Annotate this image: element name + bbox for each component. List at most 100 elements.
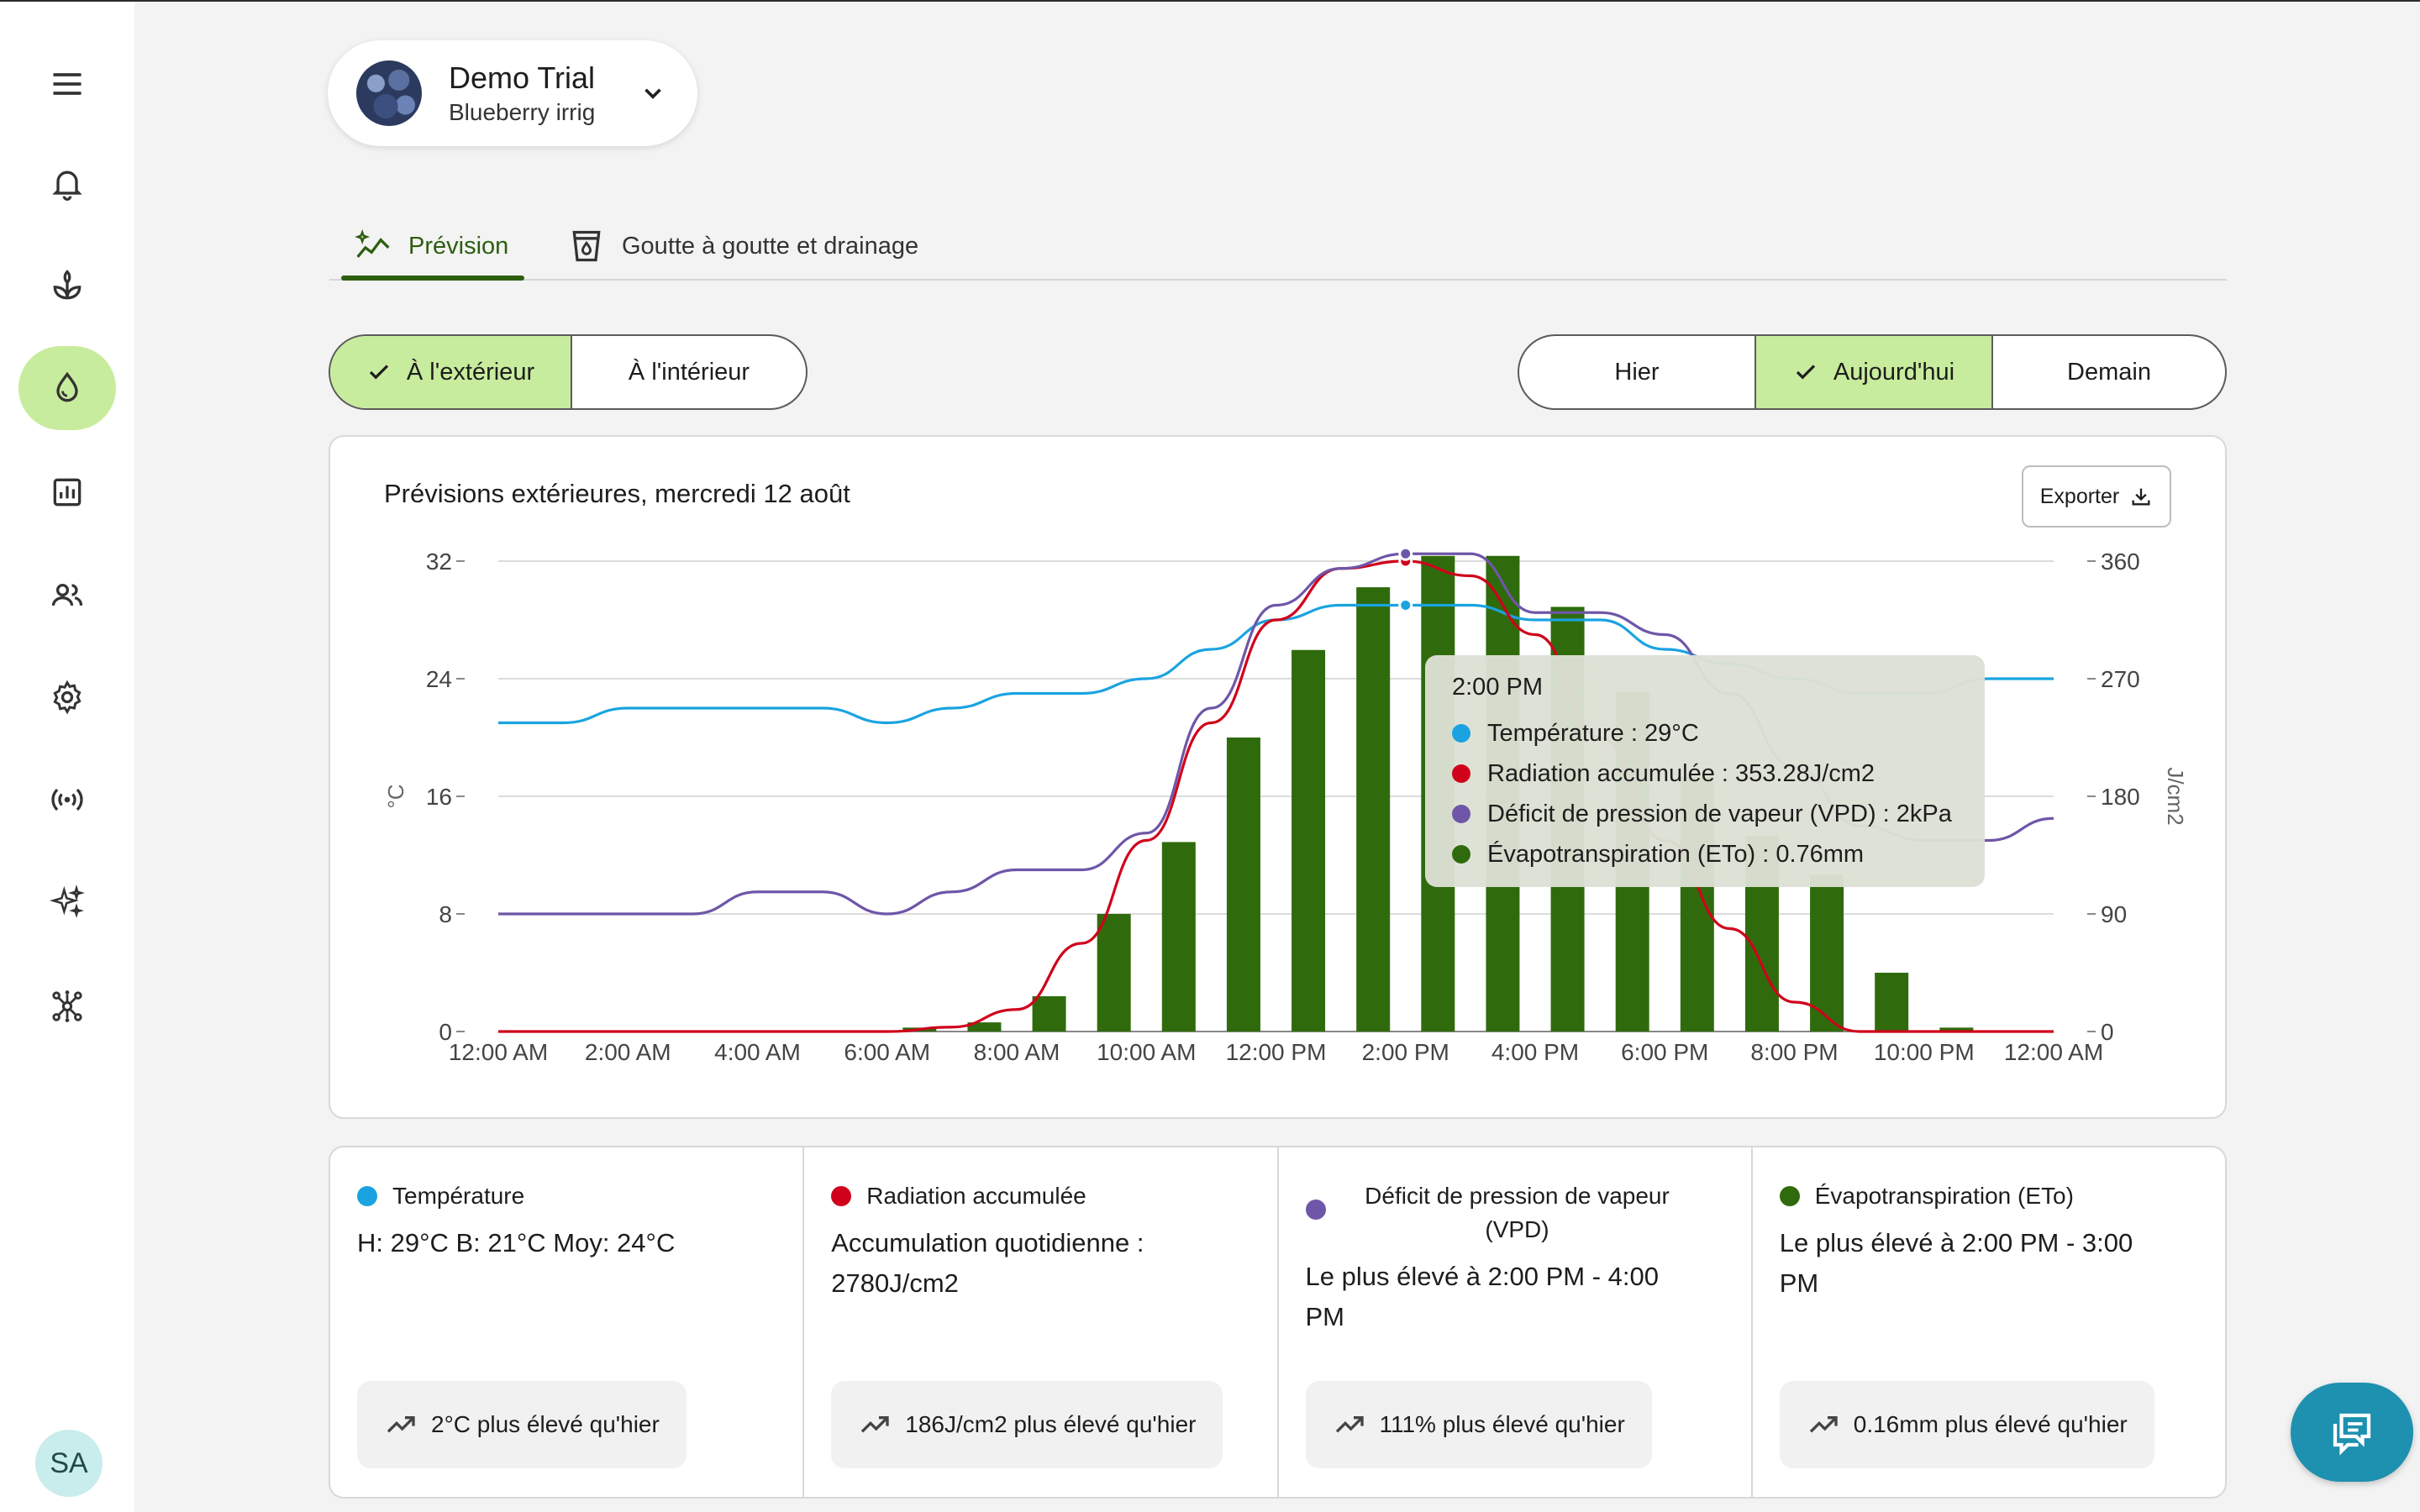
comparison-chip: 2°C plus élevé qu'hier xyxy=(357,1381,687,1468)
sidebar-item-irrigation[interactable] xyxy=(18,346,116,430)
comparison-chip: 0.16mm plus élevé qu'hier xyxy=(1779,1381,2154,1468)
right-tick-label: 0 xyxy=(2101,1019,2114,1045)
x-tick-label: 12:00 AM xyxy=(2004,1039,2103,1065)
today-label: Aujourd'hui xyxy=(1833,358,1955,386)
bell-icon xyxy=(52,171,82,201)
chart-sparkle-icon xyxy=(355,229,390,258)
tooltip-row-radiation: Radiation accumulée : 353.28J/cm2 xyxy=(1452,753,1958,794)
tooltip-eto: Évapotranspiration (ETo) : 0.76mm xyxy=(1487,840,1865,868)
sidebar-item-integrations[interactable] xyxy=(18,964,116,1048)
trending-up-icon xyxy=(387,1416,415,1433)
trending-up-icon xyxy=(1335,1416,1364,1433)
sidebar-item-reports[interactable] xyxy=(18,450,116,534)
right-axis-label: J/cm2 xyxy=(2163,767,2188,825)
tomorrow-button[interactable]: Demain xyxy=(1993,336,2225,408)
menu-button[interactable] xyxy=(18,42,116,126)
eto-bar xyxy=(1356,587,1391,1032)
sidebar-item-settings[interactable] xyxy=(18,655,116,739)
tooltip-temperature: Température : 29°C xyxy=(1487,719,1699,747)
eto-bar xyxy=(1032,996,1066,1032)
sidebar-item-sensors[interactable] xyxy=(18,758,116,842)
left-tick-label: 8 xyxy=(439,901,452,927)
comparison-chip: 111% plus élevé qu'hier xyxy=(1305,1381,1652,1468)
farm-selector[interactable]: Demo Trial Blueberry irrig xyxy=(328,40,697,146)
top-border xyxy=(0,0,2420,2)
hover-point xyxy=(1398,598,1413,612)
tab-drip-drainage[interactable]: Goutte à goutte et drainage xyxy=(568,212,918,281)
eto-bar xyxy=(1292,649,1326,1032)
signal-icon xyxy=(51,788,83,811)
outdoor-label: À l'extérieur xyxy=(406,358,535,386)
export-button[interactable]: Exporter xyxy=(2022,465,2171,528)
indoor-button[interactable]: À l'intérieur xyxy=(572,336,806,408)
avatar-initials: SA xyxy=(50,1446,88,1479)
eto-bar xyxy=(1875,973,1909,1032)
eto-bar xyxy=(1810,874,1844,1032)
summary-header: Évapotranspiration (ETo) xyxy=(1779,1179,2198,1213)
x-tick-label: 6:00 PM xyxy=(1621,1039,1708,1065)
sidebar-item-ai[interactable] xyxy=(18,860,116,944)
summary-title: Déficit de pression de vapeur (VPD) xyxy=(1365,1183,1670,1242)
eto-bar xyxy=(1939,1027,1974,1032)
comparison-chip: 186J/cm2 plus élevé qu'hier xyxy=(831,1381,1223,1468)
left-tick-label: 24 xyxy=(426,666,452,692)
tooltip-row-temperature: Température : 29°C xyxy=(1452,713,1958,753)
x-tick-label: 12:00 AM xyxy=(449,1039,548,1065)
forecast-chart[interactable]: 0 8 16 24 32 0 90 180 270 360 °C J/cm2 12:00 AM 2:00 … xyxy=(0,0,2420,1126)
x-tick-label: 2:00 AM xyxy=(585,1039,671,1065)
trending-up-icon xyxy=(1809,1416,1838,1433)
trending-up-icon xyxy=(861,1416,889,1433)
user-avatar[interactable]: SA xyxy=(35,1430,103,1497)
x-tick-label: 4:00 PM xyxy=(1491,1039,1579,1065)
left-tick-label: 32 xyxy=(426,549,452,575)
summary-header: Température xyxy=(357,1179,776,1213)
chevron-down-icon xyxy=(644,88,661,99)
cup-drop-icon xyxy=(572,230,601,262)
yesterday-label: Hier xyxy=(1614,358,1660,386)
right-tick-label: 180 xyxy=(2101,784,2140,810)
summary-body: H: 29°C B: 21°C Moy: 24°C xyxy=(357,1228,676,1257)
x-tick-label: 10:00 AM xyxy=(1097,1039,1196,1065)
left-tick-label: 16 xyxy=(426,784,452,810)
users-icon xyxy=(51,583,83,606)
left-axis-label: °C xyxy=(383,784,408,808)
hover-point xyxy=(1398,546,1413,561)
summary-temperature: Température H: 29°C B: 21°C Moy: 24°C 2°… xyxy=(330,1147,805,1497)
outdoor-button[interactable]: À l'extérieur xyxy=(330,336,572,408)
tab-drip-drainage-label: Goutte à goutte et drainage xyxy=(622,232,919,260)
tooltip-vpd: Déficit de pression de vapeur (VPD) : 2k… xyxy=(1487,800,1952,827)
download-icon xyxy=(2132,488,2150,506)
sidebar-item-notifications[interactable] xyxy=(18,141,116,225)
chat-button[interactable] xyxy=(2291,1383,2413,1482)
right-tick-label: 270 xyxy=(2101,666,2140,692)
today-button[interactable]: Aujourd'hui xyxy=(1756,336,1993,408)
farm-avatar xyxy=(356,60,422,126)
vpd-legend-dot xyxy=(1305,1200,1326,1220)
radiation-line xyxy=(497,559,2054,1033)
sidebar-item-crops[interactable] xyxy=(18,244,116,328)
view-tabs: Prévision Goutte à goutte et drainage xyxy=(329,212,2227,281)
chart-title: Prévisions extérieures, mercredi 12 août xyxy=(384,479,850,508)
temperature-legend-dot xyxy=(357,1186,377,1206)
eto-dot xyxy=(1452,845,1470,864)
comparison-text: 2°C plus élevé qu'hier xyxy=(431,1411,660,1437)
check-icon xyxy=(1796,365,1816,380)
left-tick-label: 0 xyxy=(439,1019,452,1045)
yesterday-button[interactable]: Hier xyxy=(1519,336,1756,408)
indoor-label: À l'intérieur xyxy=(628,358,750,386)
radiation-dot xyxy=(1452,764,1470,783)
gear-icon xyxy=(53,680,82,715)
summary-radiation: Radiation accumulée Accumulation quotidi… xyxy=(804,1147,1279,1497)
network-icon xyxy=(52,990,82,1022)
tooltip-row-vpd: Déficit de pression de vapeur (VPD) : 2k… xyxy=(1452,794,1958,834)
tooltip-row-eto: Évapotranspiration (ETo) : 0.76mm xyxy=(1452,834,1958,874)
eto-bar xyxy=(1226,738,1260,1032)
export-label: Exporter xyxy=(2039,484,2120,508)
x-tick-label: 6:00 AM xyxy=(844,1039,930,1065)
summary-body: Le plus élevé à 2:00 PM - 3:00 PM xyxy=(1779,1228,2133,1298)
sprout-icon xyxy=(53,270,82,300)
sidebar-item-users[interactable] xyxy=(18,553,116,637)
right-tick-label: 90 xyxy=(2101,901,2127,927)
tab-prevision[interactable]: Prévision xyxy=(355,212,508,281)
summary-title: Radiation accumulée xyxy=(866,1183,1086,1209)
